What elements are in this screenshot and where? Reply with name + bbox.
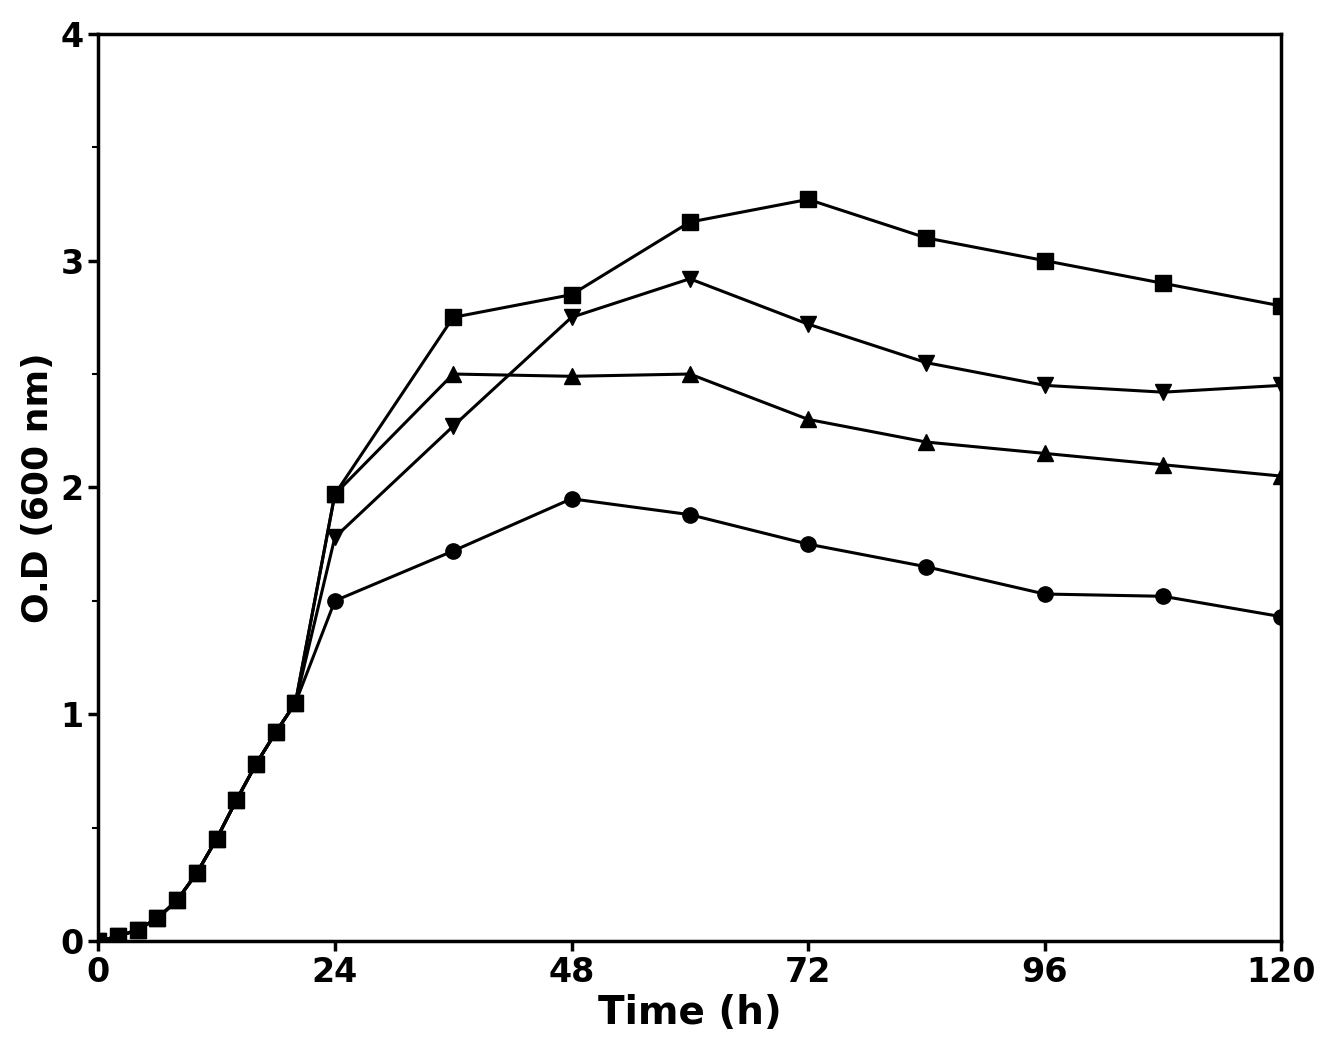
X-axis label: Time (h): Time (h): [598, 994, 782, 1032]
Y-axis label: O.D (600 nm): O.D (600 nm): [21, 352, 55, 622]
